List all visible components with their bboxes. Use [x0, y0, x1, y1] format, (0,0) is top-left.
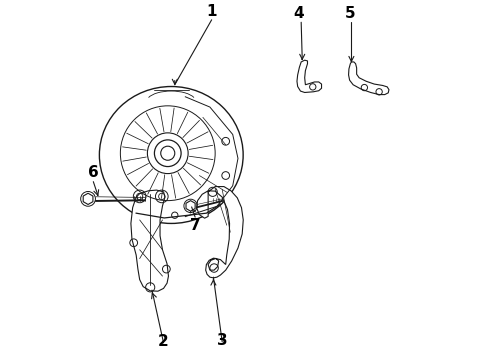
- Polygon shape: [297, 60, 321, 93]
- Text: 6: 6: [88, 165, 98, 180]
- Text: 2: 2: [158, 334, 169, 349]
- Polygon shape: [196, 186, 243, 278]
- Polygon shape: [83, 193, 93, 204]
- Text: 4: 4: [293, 6, 304, 21]
- Polygon shape: [131, 190, 169, 291]
- Polygon shape: [348, 62, 389, 95]
- Text: 3: 3: [217, 333, 227, 348]
- Polygon shape: [186, 201, 195, 211]
- Text: 1: 1: [206, 4, 217, 19]
- Ellipse shape: [99, 86, 243, 224]
- Text: 7: 7: [190, 218, 200, 233]
- Text: 5: 5: [344, 6, 355, 21]
